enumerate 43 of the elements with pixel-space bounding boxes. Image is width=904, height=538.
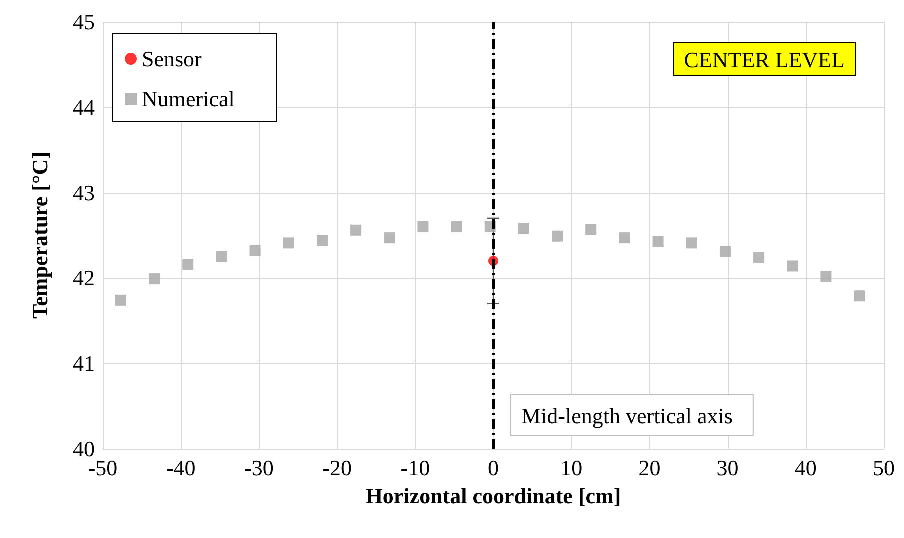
point xyxy=(149,274,160,285)
point xyxy=(854,290,866,302)
point xyxy=(182,259,194,270)
point xyxy=(350,224,362,236)
y-axis-title: Temperature [°C] xyxy=(28,152,52,320)
point xyxy=(451,221,462,232)
point xyxy=(686,238,698,249)
y-tick-label: 45 xyxy=(73,10,95,34)
x-tick-label: 50 xyxy=(873,456,895,480)
x-tick-label: -30 xyxy=(244,456,274,480)
point xyxy=(384,232,396,244)
point xyxy=(250,245,261,256)
x-tick-label: -10 xyxy=(400,456,430,480)
point xyxy=(619,232,630,244)
ref-line-label: Mid-length vertical axis xyxy=(522,404,733,428)
point xyxy=(552,230,564,242)
annotation: CENTER LEVEL xyxy=(684,48,846,72)
legend-label: Numerical xyxy=(142,86,235,112)
y-tick-label: 43 xyxy=(73,180,95,206)
x-tick-label: 30 xyxy=(716,456,739,480)
point xyxy=(754,252,765,264)
x-tick-label: 10 xyxy=(560,456,583,480)
x-tick-label: -40 xyxy=(166,456,196,480)
point xyxy=(115,294,126,306)
x-tick-label: 40 xyxy=(794,456,817,480)
x-tick-label: 20 xyxy=(638,456,661,480)
y-tick-label: 44 xyxy=(73,94,95,120)
point xyxy=(518,223,530,234)
point xyxy=(652,236,664,247)
y-tick-label: 42 xyxy=(73,266,95,291)
point xyxy=(316,235,328,246)
point xyxy=(720,246,731,258)
y-tick-label: 41 xyxy=(73,351,95,376)
x-tick-label: 0 xyxy=(488,456,499,480)
point xyxy=(418,221,429,232)
x-axis-title: Horizontal coordinate [cm] xyxy=(366,484,622,508)
point xyxy=(586,224,597,236)
point xyxy=(820,270,832,282)
point xyxy=(787,260,798,272)
legend-label: Sensor xyxy=(142,46,203,72)
point xyxy=(216,251,228,262)
point xyxy=(283,238,294,249)
x-tick-label: -20 xyxy=(322,456,352,480)
